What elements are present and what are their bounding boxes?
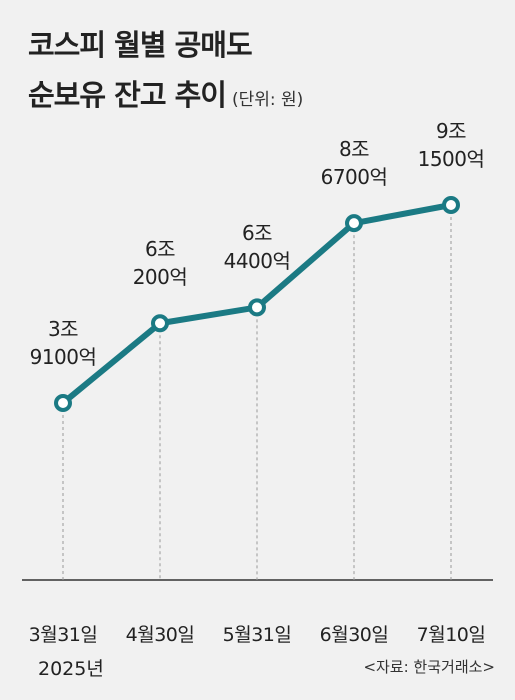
year-label: 2025년 [38,658,104,680]
x-tick-label: 6월30일 [319,624,389,646]
value-label: 3조 9100억 [29,317,97,369]
data-point [442,196,460,214]
value-label: 9조 1500억 [417,119,485,171]
value-label: 6조 200억 [132,237,188,290]
value-label: 6조 4400억 [223,221,291,274]
x-tick-label: 3월31일 [28,624,98,646]
data-point [345,214,363,233]
data-point [54,394,72,412]
title-text: 순보유 잔고 추이 [28,78,227,112]
value-label: 8조 6700억 [320,137,388,190]
x-tick-label: 4월30일 [125,624,195,646]
subtitle: (단위: 원) [231,90,304,110]
title-line: 코스피 월별 공매도 [28,28,253,62]
data-point [151,314,169,333]
source: <자료: 한국거래소> [363,658,495,676]
data-point [248,298,266,317]
title-line: 순보유 잔고 추이 (단위: 원) [28,72,303,114]
x-tick-label: 5월31일 [222,624,292,646]
x-tick-label: 7월10일 [416,624,486,646]
